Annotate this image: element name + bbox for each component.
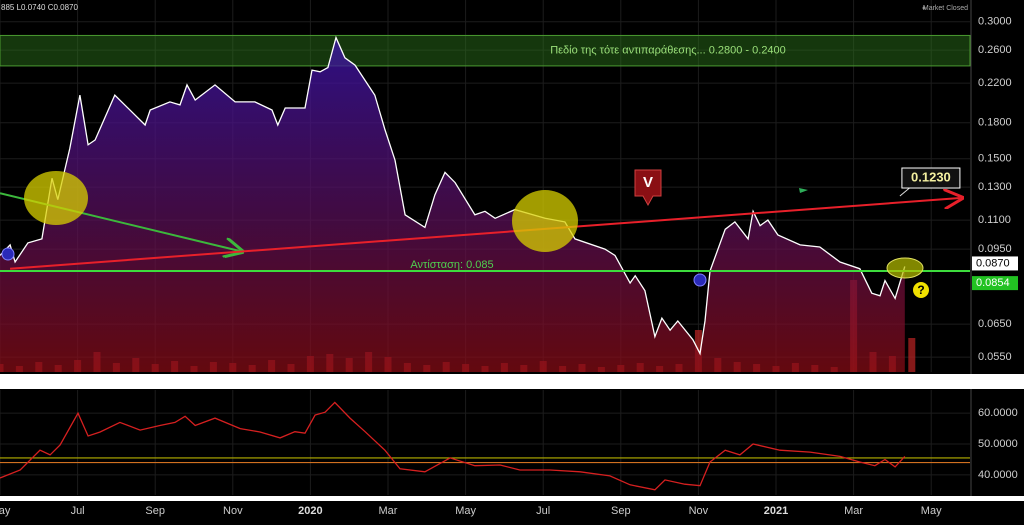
y-tick-label: 0.1300 (978, 181, 1012, 193)
market-status: Market Closed (923, 5, 968, 12)
x-tick-label: Sep (145, 505, 165, 517)
separator (0, 496, 1024, 501)
volume-bar (908, 338, 916, 372)
v-marker-label: V (643, 174, 653, 191)
x-tick-label: May (455, 505, 476, 517)
x-tick-label: Nov (223, 505, 243, 517)
question-label: ? (917, 283, 924, 297)
annotation-layer: Αντίσταση: 0.085 0.1230 (0, 167, 970, 273)
y-tick-label: 40.0000 (978, 469, 1018, 481)
zone-layer: Πεδίο της τότε αντιπαράθεσης... 0.2800 -… (0, 34, 971, 67)
y-tick-label: 0.1500 (978, 153, 1012, 165)
price-label: 0.0854 (976, 277, 1010, 289)
y-tick-label: 0.0650 (978, 318, 1012, 330)
x-tick-label: Mar (844, 505, 863, 517)
y-tick-label: 0.2600 (978, 44, 1012, 56)
question-marker (913, 282, 929, 298)
rsi-line (0, 401, 906, 491)
y-tick-label: 0.1800 (978, 117, 1012, 129)
x-tick-label: May (0, 505, 11, 517)
y-tick-label: 60.0000 (978, 407, 1018, 419)
price-label-box (972, 276, 1018, 291)
event-marker (693, 273, 707, 287)
price-label-box (972, 256, 1018, 271)
v-marker (634, 169, 662, 207)
callout-label: 0.1230 (911, 169, 951, 184)
y-tick-label: 0.0550 (978, 351, 1012, 363)
rsi-layer (0, 401, 970, 491)
event-marker (1, 247, 15, 261)
x-tick-label: Jul (71, 505, 85, 517)
x-tick-label: Jul (536, 505, 550, 517)
price-area (0, 37, 905, 372)
flag (799, 188, 808, 193)
highlight (24, 171, 88, 225)
price-layer (0, 35, 916, 372)
separator (0, 374, 1024, 389)
y-tick-label: 50.0000 (978, 438, 1018, 450)
status-dot (922, 6, 926, 10)
x-tick-label: 2021 (764, 505, 788, 517)
y-tick-label: 0.1100 (978, 214, 1011, 226)
highlight (886, 257, 924, 279)
price-label: 0.0870 (976, 257, 1010, 269)
trend-arrow (10, 198, 960, 270)
resistance-label: Αντίσταση: 0.085 (410, 259, 493, 271)
x-tick-label: May (921, 505, 942, 517)
x-tick-label: Sep (611, 505, 631, 517)
x-tick-label: 2020 (298, 505, 322, 517)
x-tick-label: Nov (689, 505, 709, 517)
y-tick-label: 0.3000 (978, 16, 1012, 28)
zone (0, 34, 971, 67)
zone-label: Πεδίο της τότε αντιπαράθεσης... 0.2800 -… (550, 45, 786, 57)
y-tick-label: 0.2200 (978, 77, 1012, 89)
price-line (0, 35, 906, 356)
callout-box (901, 167, 961, 189)
y-tick-label: 0.0950 (978, 243, 1012, 255)
ohlc-header: 885 L0.0740 C0.0870 (1, 3, 79, 12)
highlight (512, 190, 578, 252)
axis-layer: May Jul Sep Nov 2020 Mar May Jul Sep Nov 2021 Mar Ma… (0, 16, 1018, 517)
x-tick-label: Mar (379, 505, 398, 517)
